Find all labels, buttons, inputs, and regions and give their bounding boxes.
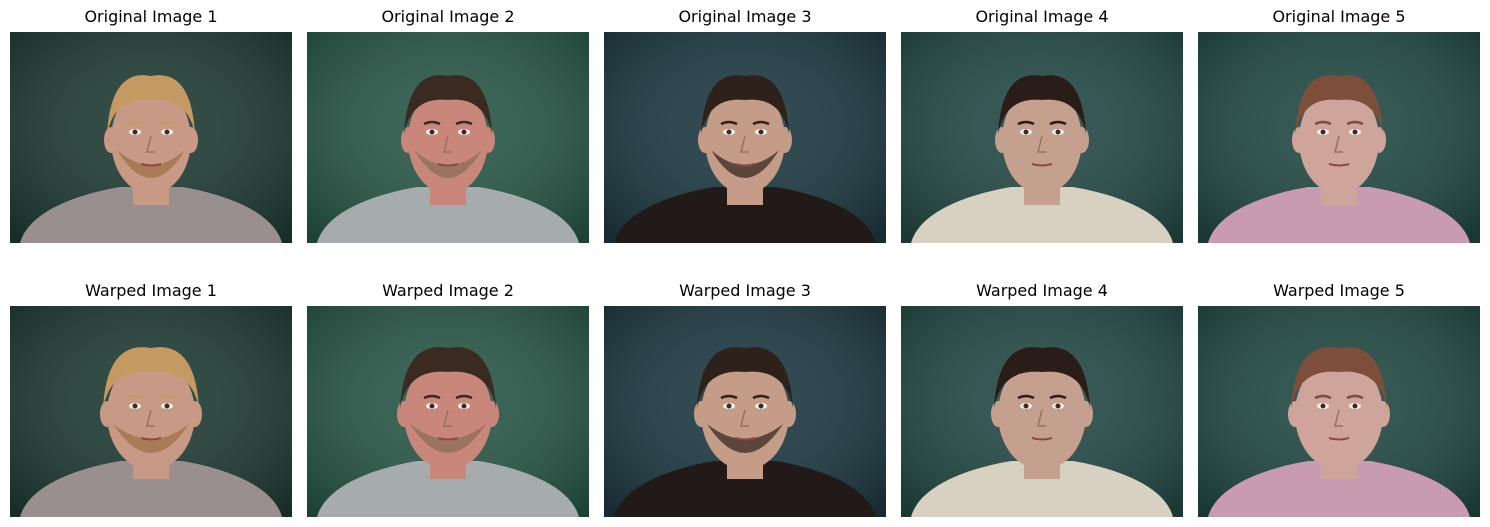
portrait-image <box>307 306 589 517</box>
hair <box>400 347 496 408</box>
hair <box>994 347 1090 408</box>
hair <box>107 75 195 134</box>
face-photo <box>10 306 292 517</box>
shirt <box>911 461 1173 517</box>
portrait-image <box>1198 306 1480 517</box>
panel-title: Warped Image 4 <box>976 281 1108 300</box>
beard <box>707 424 783 453</box>
portrait-image <box>1198 32 1480 243</box>
portrait-image <box>10 32 292 243</box>
panel-title: Warped Image 2 <box>382 281 514 300</box>
face-photo <box>1198 306 1480 517</box>
portrait-image <box>604 306 886 517</box>
panel-title: Original Image 2 <box>381 7 515 26</box>
face <box>1295 358 1383 470</box>
face-photo <box>901 32 1183 243</box>
shirt <box>614 461 876 517</box>
hair <box>1295 75 1383 134</box>
face <box>1002 86 1082 194</box>
portrait-image <box>307 32 589 243</box>
hair <box>701 75 789 134</box>
shirt <box>614 187 876 243</box>
hair <box>697 347 793 408</box>
panel-title: Warped Image 3 <box>679 281 811 300</box>
face-photo <box>1198 32 1480 243</box>
panel-title: Original Image 4 <box>975 7 1109 26</box>
beard <box>113 424 189 453</box>
shirt <box>317 461 579 517</box>
face-photo <box>10 32 292 243</box>
panel-title: Original Image 5 <box>1272 7 1406 26</box>
panel-title: Original Image 1 <box>84 7 218 26</box>
face-photo <box>901 306 1183 517</box>
face-photo <box>604 306 886 517</box>
face <box>998 358 1086 470</box>
hair <box>998 75 1086 134</box>
panel-title: Warped Image 1 <box>85 281 217 300</box>
shirt <box>1208 461 1470 517</box>
beard <box>117 150 185 178</box>
beard <box>410 424 486 453</box>
shirt <box>20 461 282 517</box>
portrait-image <box>10 306 292 517</box>
hair <box>103 347 199 408</box>
face-photo <box>307 32 589 243</box>
shirt <box>1208 187 1470 243</box>
shirt <box>317 187 579 243</box>
shirt <box>20 187 282 243</box>
panel-title: Original Image 3 <box>678 7 812 26</box>
face-photo <box>307 306 589 517</box>
panel-title: Warped Image 5 <box>1273 281 1405 300</box>
beard <box>414 150 482 178</box>
portrait-image <box>604 32 886 243</box>
hair <box>1291 347 1387 408</box>
hair <box>404 75 492 134</box>
portrait-image <box>901 32 1183 243</box>
face-photo <box>604 32 886 243</box>
beard <box>711 150 779 178</box>
face <box>1299 86 1379 194</box>
portrait-image <box>901 306 1183 517</box>
shirt <box>911 187 1173 243</box>
